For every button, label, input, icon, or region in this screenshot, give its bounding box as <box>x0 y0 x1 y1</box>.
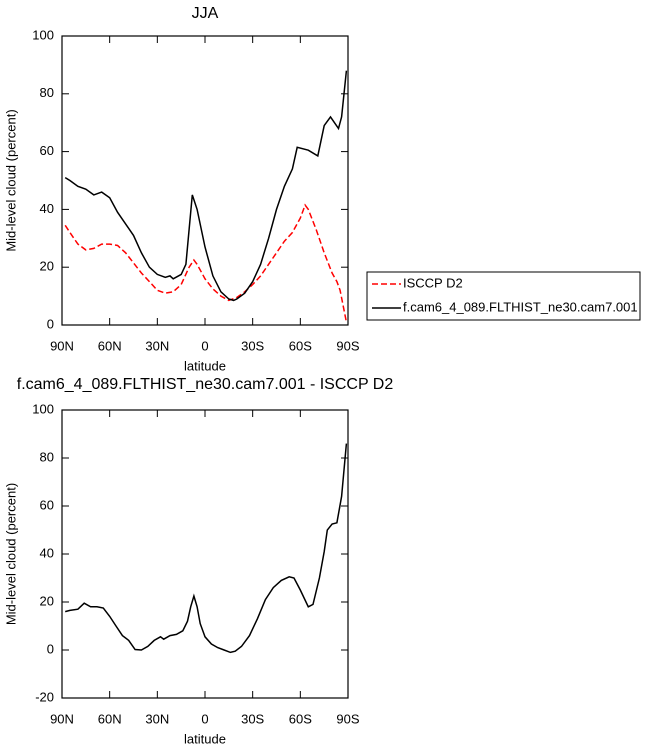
y-tick-label: 60 <box>40 143 54 158</box>
x-tick-label: 60S <box>289 338 312 353</box>
y-tick-label: 40 <box>40 201 54 216</box>
legend-box <box>366 271 641 321</box>
y-tick-label: 80 <box>40 85 54 100</box>
x-tick-label: 60N <box>98 338 122 353</box>
x-tick-label: 90S <box>336 338 359 353</box>
x-tick-label: 60S <box>289 711 312 726</box>
x-tick-label: 30N <box>145 338 169 353</box>
y-tick-label: 20 <box>40 259 54 274</box>
plot-frame <box>61 409 349 699</box>
y-axis-label: Mid-level cloud (percent) <box>3 109 18 251</box>
y-tick-label: 0 <box>47 641 54 656</box>
x-tick-label: 0 <box>201 711 208 726</box>
y-tick-label: 20 <box>40 593 54 608</box>
y-tick-label: 80 <box>40 449 54 464</box>
x-tick-label: 90N <box>50 338 74 353</box>
y-tick-label: -20 <box>35 689 54 704</box>
data-line <box>64 70 348 302</box>
x-tick-label: 60N <box>98 711 122 726</box>
chart-title: f.cam6_4_089.FLTHIST_ne30.cam7.001 - ISC… <box>17 376 394 393</box>
y-axis-label: Mid-level cloud (percent) <box>3 483 18 625</box>
x-axis-label: latitude <box>184 358 226 373</box>
x-tick-label: 30S <box>241 338 264 353</box>
y-tick-label: 60 <box>40 497 54 512</box>
y-tick-label: 0 <box>47 316 54 331</box>
y-tick-label: 40 <box>40 545 54 560</box>
legend-label: ISCCP D2 <box>403 275 463 290</box>
y-tick-label: 100 <box>32 27 54 42</box>
legend-label: f.cam6_4_089.FLTHIST_ne30.cam7.001 <box>403 299 638 314</box>
x-tick-label: 30S <box>241 711 264 726</box>
x-tick-label: 0 <box>201 338 208 353</box>
x-tick-label: 90N <box>50 711 74 726</box>
chart-title: JJA <box>192 5 219 22</box>
x-axis-label: latitude <box>184 731 226 746</box>
x-tick-label: 90S <box>336 711 359 726</box>
x-tick-label: 30N <box>145 711 169 726</box>
data-line <box>65 443 348 654</box>
plot-frame <box>61 35 349 326</box>
data-line <box>64 203 348 323</box>
y-tick-label: 100 <box>32 401 54 416</box>
